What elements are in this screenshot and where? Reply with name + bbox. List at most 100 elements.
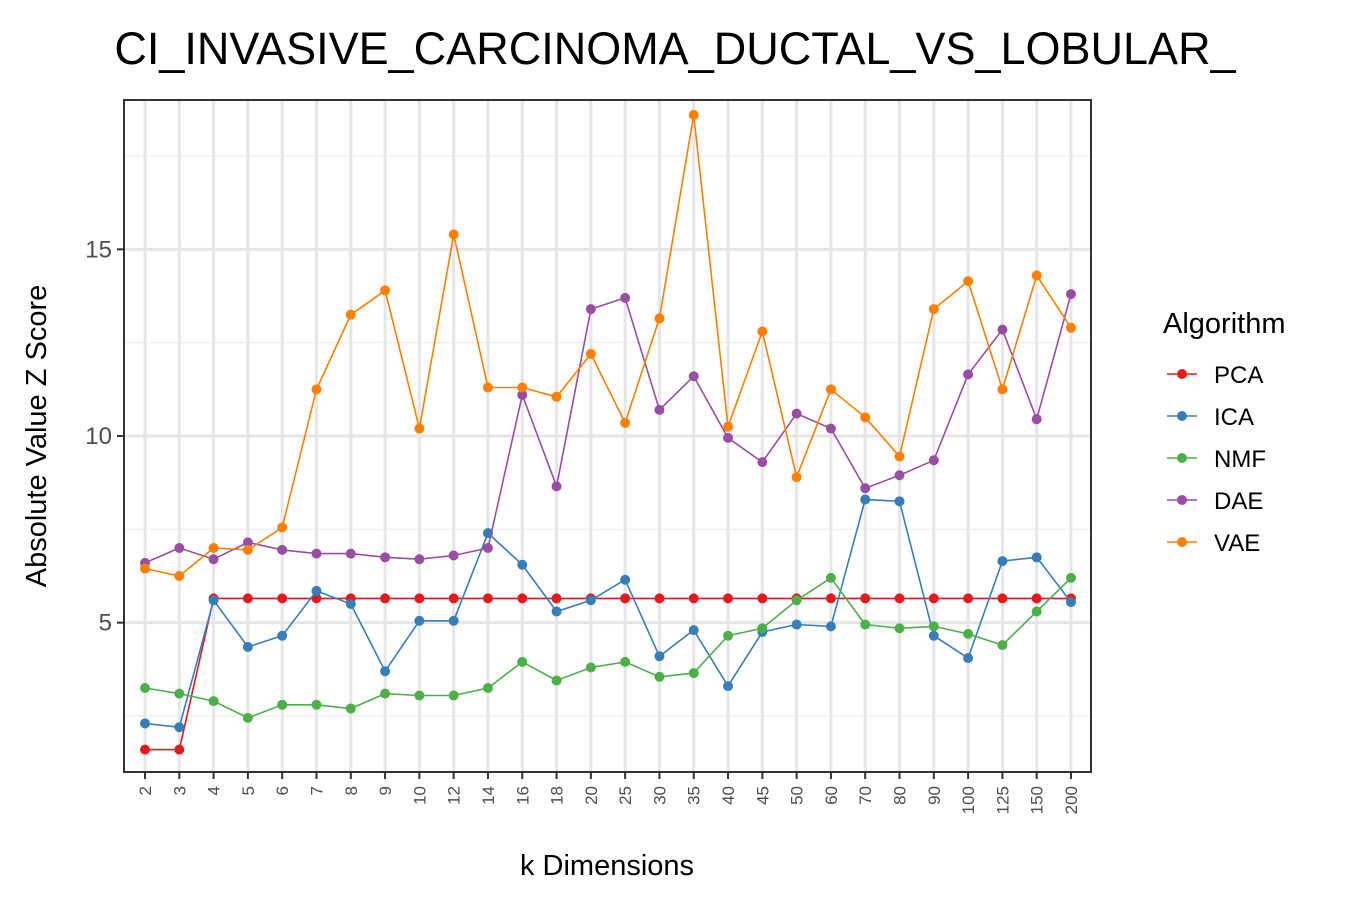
legend-label: PCA (1214, 362, 1263, 389)
legend-key-point (1177, 495, 1187, 505)
data-point-vae (414, 423, 425, 434)
y-axis: 5 10 15 (85, 236, 124, 637)
data-point-vae (757, 326, 768, 337)
data-point-ica (860, 494, 871, 505)
x-tick-label: 100 (959, 786, 978, 814)
data-point-ica (140, 718, 150, 729)
data-point-pca (277, 593, 288, 604)
series-vae (140, 109, 1076, 581)
data-point-nmf (1031, 606, 1042, 617)
data-point-dae (894, 470, 905, 481)
x-tick-label: 7 (307, 786, 326, 795)
legend-label: ICA (1214, 404, 1254, 431)
x-tick-label: 50 (788, 786, 807, 805)
data-point-nmf (414, 690, 425, 701)
data-point-dae (345, 548, 356, 559)
x-tick-label: 90 (925, 786, 944, 805)
data-point-pca (825, 593, 836, 604)
data-point-nmf (174, 688, 185, 699)
data-point-dae (1066, 289, 1076, 300)
data-point-ica (825, 621, 836, 632)
data-point-ica (174, 722, 185, 733)
data-point-pca (997, 593, 1008, 604)
x-tick-label: 30 (650, 786, 669, 805)
data-point-dae (380, 552, 391, 563)
data-point-nmf (1066, 572, 1076, 583)
legend-label: DAE (1214, 488, 1263, 515)
data-point-nmf (654, 671, 665, 682)
legend-item-vae: VAE (1167, 530, 1260, 557)
series-line-dae (144, 293, 1072, 564)
y-tick-label: 15 (85, 236, 112, 263)
chart-title: CI_INVASIVE_CARCINOMA_DUCTAL_VS_LOBULAR_ (114, 23, 1236, 74)
data-point-dae (174, 543, 185, 553)
y-axis-title: Absolute Value Z Score (21, 285, 53, 588)
legend-label: NMF (1214, 446, 1266, 473)
data-point-ica (654, 651, 665, 662)
data-point-nmf (860, 619, 871, 630)
data-point-dae (242, 537, 253, 548)
x-axis-title: k Dimensions (520, 850, 694, 882)
data-point-pca (1031, 593, 1042, 604)
data-point-pca (654, 593, 665, 604)
data-point-nmf (791, 595, 802, 606)
data-point-pca (551, 593, 562, 604)
data-point-pca (620, 593, 631, 604)
data-point-dae (1031, 414, 1042, 425)
data-point-vae (825, 384, 836, 395)
data-point-ica (551, 606, 562, 617)
data-point-vae (620, 417, 631, 428)
x-tick-label: 16 (513, 786, 532, 805)
data-point-ica (414, 615, 425, 626)
data-point-vae (654, 313, 665, 324)
data-point-pca (688, 593, 699, 604)
data-point-vae (345, 309, 356, 320)
legend-title: Algorithm (1163, 308, 1286, 340)
x-tick-label: 12 (445, 786, 464, 805)
data-point-pca (517, 593, 528, 604)
data-point-ica (963, 653, 974, 664)
series-line-nmf (144, 576, 1072, 719)
data-point-dae (208, 554, 219, 565)
data-point-ica (688, 625, 699, 636)
data-point-vae (585, 348, 596, 359)
data-point-nmf (688, 668, 699, 679)
data-point-dae (620, 292, 631, 303)
data-point-vae (860, 412, 871, 423)
data-point-dae (517, 389, 528, 400)
y-tick-label: 10 (85, 423, 112, 450)
series-nmf (140, 572, 1076, 723)
data-point-nmf (140, 683, 150, 693)
data-point-nmf (380, 688, 391, 699)
data-point-nmf (723, 630, 734, 641)
data-point-nmf (928, 621, 939, 632)
data-point-vae (963, 276, 974, 287)
x-tick-label: 3 (170, 786, 189, 795)
x-tick-label: 5 (239, 786, 258, 795)
data-point-vae (174, 571, 185, 581)
legend-items: PCA ICA NMF DAE VAE (1167, 362, 1266, 557)
data-point-vae (551, 391, 562, 402)
x-tick-label: 20 (582, 786, 601, 805)
data-point-nmf (517, 656, 528, 667)
data-point-dae (654, 404, 665, 415)
data-point-dae (757, 457, 768, 468)
x-tick-label: 80 (891, 786, 910, 805)
data-point-vae (997, 384, 1008, 395)
legend-key-point (1177, 369, 1187, 379)
data-point-pca (414, 593, 425, 604)
data-point-vae (928, 304, 939, 315)
legend-item-dae: DAE (1167, 488, 1263, 515)
data-point-vae (448, 229, 459, 240)
data-point-vae (208, 543, 219, 553)
x-tick-label: 125 (993, 786, 1012, 814)
data-point-dae (414, 554, 425, 565)
data-point-ica (723, 681, 734, 692)
data-point-nmf (585, 662, 596, 673)
legend-item-pca: PCA (1167, 362, 1263, 389)
series-dae (140, 289, 1076, 568)
legend: Algorithm PCA ICA NMF DAE VAE (1163, 308, 1286, 557)
y-tick-label: 5 (99, 610, 112, 637)
data-point-ica (345, 599, 356, 609)
